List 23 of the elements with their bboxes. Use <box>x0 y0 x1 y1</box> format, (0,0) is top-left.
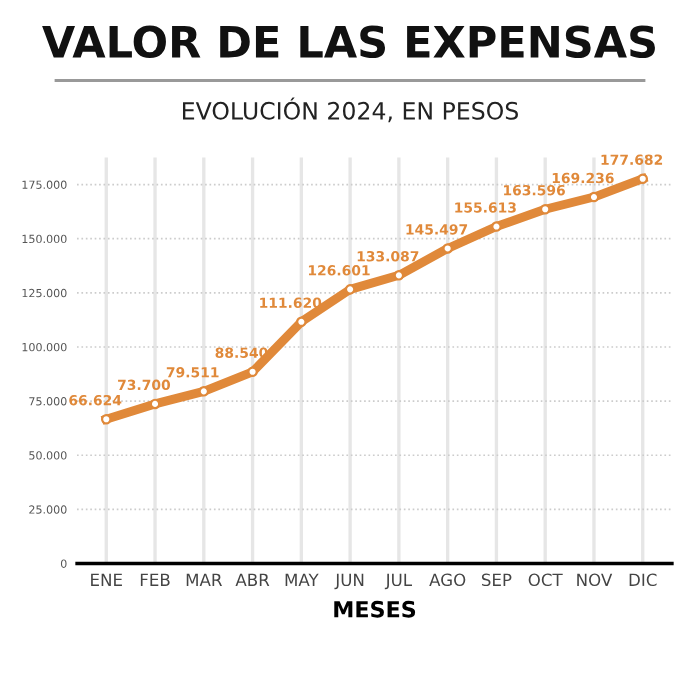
x-tick-label: JUN <box>334 573 364 590</box>
x-tick-label: JUL <box>384 573 412 590</box>
x-tick-label: NOV <box>577 573 613 587</box>
x-axis-title: MESES <box>334 600 416 618</box>
x-tick-label: SEP <box>481 573 512 587</box>
x-tick-label: MAR <box>186 573 223 586</box>
x-tick-label: DIC <box>629 573 657 587</box>
point <box>442 243 453 254</box>
chart-title: VALOR DE LAS EXPENSAS <box>42 25 655 58</box>
point <box>296 316 307 328</box>
chart-subtitle: EVOLUCIÓN 2024, EN PESOS <box>183 97 518 123</box>
point <box>637 173 649 185</box>
point <box>100 413 112 425</box>
point <box>344 284 356 295</box>
point <box>539 203 551 215</box>
x-tick-label: FEB <box>140 573 170 586</box>
x-tick-label: OCT <box>528 573 563 587</box>
x-tick-label: MAY <box>285 573 319 586</box>
x-tick-label: ENE <box>91 573 122 586</box>
x-tick-label: AGO <box>429 573 466 587</box>
point <box>491 221 502 232</box>
x-tick-label: ABR <box>235 573 270 586</box>
point <box>247 366 258 378</box>
